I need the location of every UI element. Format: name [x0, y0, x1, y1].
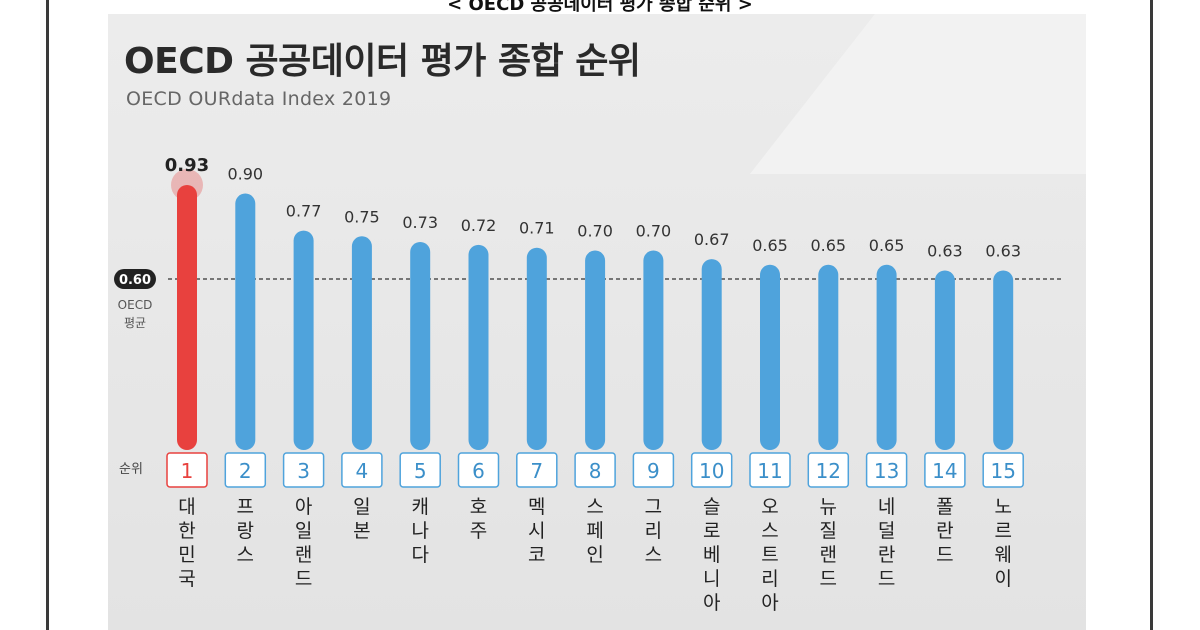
bar	[177, 185, 197, 450]
value-label: 0.77	[286, 202, 322, 221]
frame-right-border	[1150, 0, 1153, 630]
rank-box	[399, 452, 441, 488]
rank-box	[457, 452, 500, 488]
rank-number: 10	[699, 459, 724, 483]
bar	[351, 236, 372, 450]
value-label: 0.72	[461, 216, 497, 235]
value-label: 0.63	[985, 241, 1021, 260]
value-label: 0.73	[402, 213, 438, 232]
bar	[934, 270, 955, 450]
rank-number: 9	[647, 459, 660, 483]
rank-number: 3	[297, 459, 310, 483]
bar	[526, 247, 547, 450]
value-label: 0.63	[927, 241, 963, 260]
bar	[760, 264, 780, 450]
rank-box	[282, 452, 325, 488]
rank-box	[574, 452, 616, 488]
rank-box	[749, 452, 791, 488]
value-label: 0.67	[694, 230, 730, 249]
chart-title: OECD 공공데이터 평가 종합 순위	[124, 41, 641, 82]
top-caption: < OECD 공공데이터 평가 종합 순위 >	[447, 0, 753, 15]
rank-box	[632, 452, 675, 488]
bar	[585, 250, 606, 450]
rank-box	[924, 452, 966, 488]
value-label: 0.90	[227, 165, 263, 184]
rank-box	[224, 452, 267, 488]
rank-number: 6	[472, 459, 485, 483]
rank-box	[690, 452, 733, 488]
bar	[993, 270, 1014, 450]
rank-number: 15	[990, 459, 1015, 483]
chart-subtitle: OECD OURdata Index 2019	[126, 88, 392, 110]
rank-number: 8	[589, 459, 602, 483]
rank-box	[516, 452, 558, 488]
bar	[701, 259, 722, 450]
rank-number: 5	[414, 459, 427, 483]
average-name-label: 평균	[124, 316, 146, 330]
average-badge	[114, 269, 156, 290]
rank-number: 1	[181, 459, 194, 483]
rank-number: 7	[530, 459, 543, 483]
value-label: 0.75	[344, 207, 380, 226]
value-label: 0.71	[519, 219, 555, 238]
rank-number: 11	[757, 459, 782, 483]
bar	[468, 244, 489, 450]
rank-box	[807, 452, 850, 488]
rank-box	[166, 452, 208, 488]
value-label: 0.93	[165, 155, 209, 176]
bar	[643, 250, 664, 450]
frame-left-border	[46, 0, 49, 630]
value-label: 0.70	[577, 222, 613, 241]
bar	[818, 264, 839, 450]
bar	[293, 230, 314, 450]
average-value-label: 0.60	[119, 273, 151, 288]
rank-number: 14	[932, 459, 957, 483]
value-label: 0.65	[869, 236, 905, 255]
average-name-label: OECD	[118, 298, 153, 312]
rank-number: 13	[874, 459, 899, 483]
value-label: 0.70	[636, 222, 672, 241]
bar	[235, 193, 256, 450]
rank-box	[982, 452, 1024, 488]
bar	[410, 241, 431, 450]
rank-box	[865, 452, 908, 488]
bar	[876, 264, 897, 450]
value-label: 0.65	[752, 236, 788, 255]
rank-number: 12	[816, 459, 841, 483]
value-label: 0.65	[810, 236, 846, 255]
rank-number: 4	[356, 459, 369, 483]
rank-number: 2	[239, 459, 252, 483]
rank-header-label: 순위	[119, 462, 143, 477]
rank-box	[341, 452, 383, 488]
